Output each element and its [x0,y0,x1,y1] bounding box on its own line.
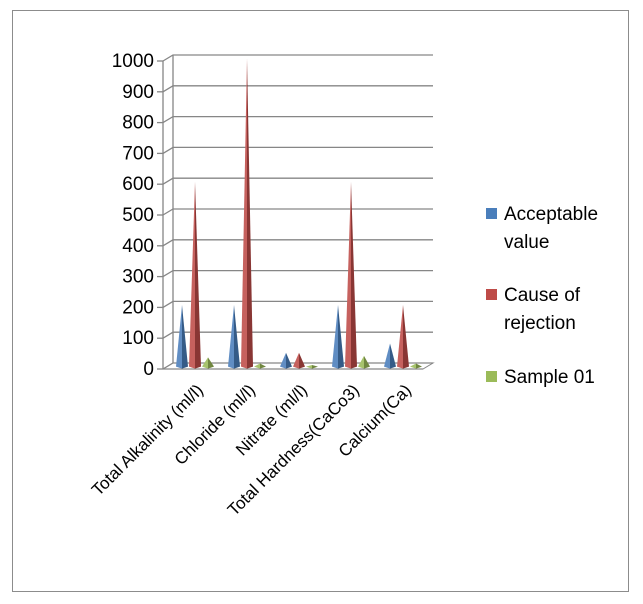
bar-face-right [299,352,305,369]
bar-face-right [338,305,344,369]
bar-face-left [410,363,416,369]
bar-face-left [254,363,260,369]
bar-sample-01 [306,365,318,369]
bar-face-left [306,365,312,369]
bar-face-right [312,365,318,369]
gridline [162,331,433,339]
gridline [162,146,433,154]
y-tick-label: 500 [122,205,154,226]
bar-sample-01 [410,363,422,369]
y-tick-label: 100 [122,328,154,349]
bar-face-left [280,352,286,369]
bar-face-left [384,343,390,369]
chart-bars [176,58,422,369]
y-axis-labels: 0 100 200 300 400 500 600 700 800 900 1000 [112,51,154,380]
bar-face-left [228,305,234,369]
bar-face-left [189,181,195,369]
gridline [162,269,433,278]
gridlines [162,54,433,370]
bar-face-right [234,305,240,369]
legend-label: rejection [504,313,576,334]
axes [157,55,423,370]
y-tick-label: 400 [122,236,154,257]
legend-label: Sample 01 [504,367,595,388]
gridline [162,54,433,62]
y-tick-label: 900 [122,82,154,103]
legend-swatch [486,208,497,219]
bar-acceptable-value [176,305,188,369]
bar-face-right [286,352,292,369]
legend-label: value [504,232,549,253]
bar-acceptable-value [280,352,292,369]
gridline [162,239,433,247]
bar-face-right [195,181,201,369]
bar-acceptable-value [384,343,396,369]
bar-face-left [332,305,338,369]
gridline [162,85,433,93]
bar-sample-01 [358,355,370,369]
bar-face-left [293,352,299,369]
legend-label: Acceptable [504,204,598,225]
bar-face-right [390,343,396,369]
bar-face-right [260,363,266,369]
legend-swatch [486,289,497,300]
legend-label: Cause of [504,285,581,306]
bar-cause-of-rejection [293,352,305,369]
bar-face-left [358,355,364,369]
gridline [162,177,433,185]
y-tick-label: 1000 [112,51,154,72]
bar-face-right [247,58,253,369]
gridline [162,300,433,308]
bar-face-right [182,305,188,369]
bar-face-left [397,305,403,369]
y-tick-label: 800 [122,113,154,134]
gridline [162,115,433,124]
y-tick-label: 600 [122,174,154,195]
gridline [162,208,433,216]
bar-sample-01 [202,357,214,369]
bar-face-right [351,181,357,369]
bar-face-left [176,305,182,369]
bar-face-left [345,181,351,369]
bar-cause-of-rejection [241,58,253,369]
bar-face-left [241,58,247,369]
y-tick-label: 300 [122,267,154,288]
legend-swatch [486,371,497,382]
bar-cause-of-rejection [397,305,409,369]
legend: Acceptable value Cause of rejection Sample 0… [486,204,598,388]
y-tick-label: 200 [122,297,154,318]
bar-acceptable-value [228,305,240,369]
bar-face-right [403,305,409,369]
bar-sample-01 [254,363,266,369]
bar-face-left [202,357,208,369]
y-tick-label: 0 [143,359,154,380]
x-axis-labels: Total Alkalinity (ml/l)Chloride (ml/l)Ni… [88,381,415,520]
bar-cause-of-rejection [189,181,201,369]
bar-face-right [208,357,214,369]
bar-face-right [364,355,370,369]
bar-cause-of-rejection [345,181,357,369]
bar-acceptable-value [332,305,344,369]
bar-face-right [416,363,422,369]
y-tick-label: 700 [122,143,154,164]
